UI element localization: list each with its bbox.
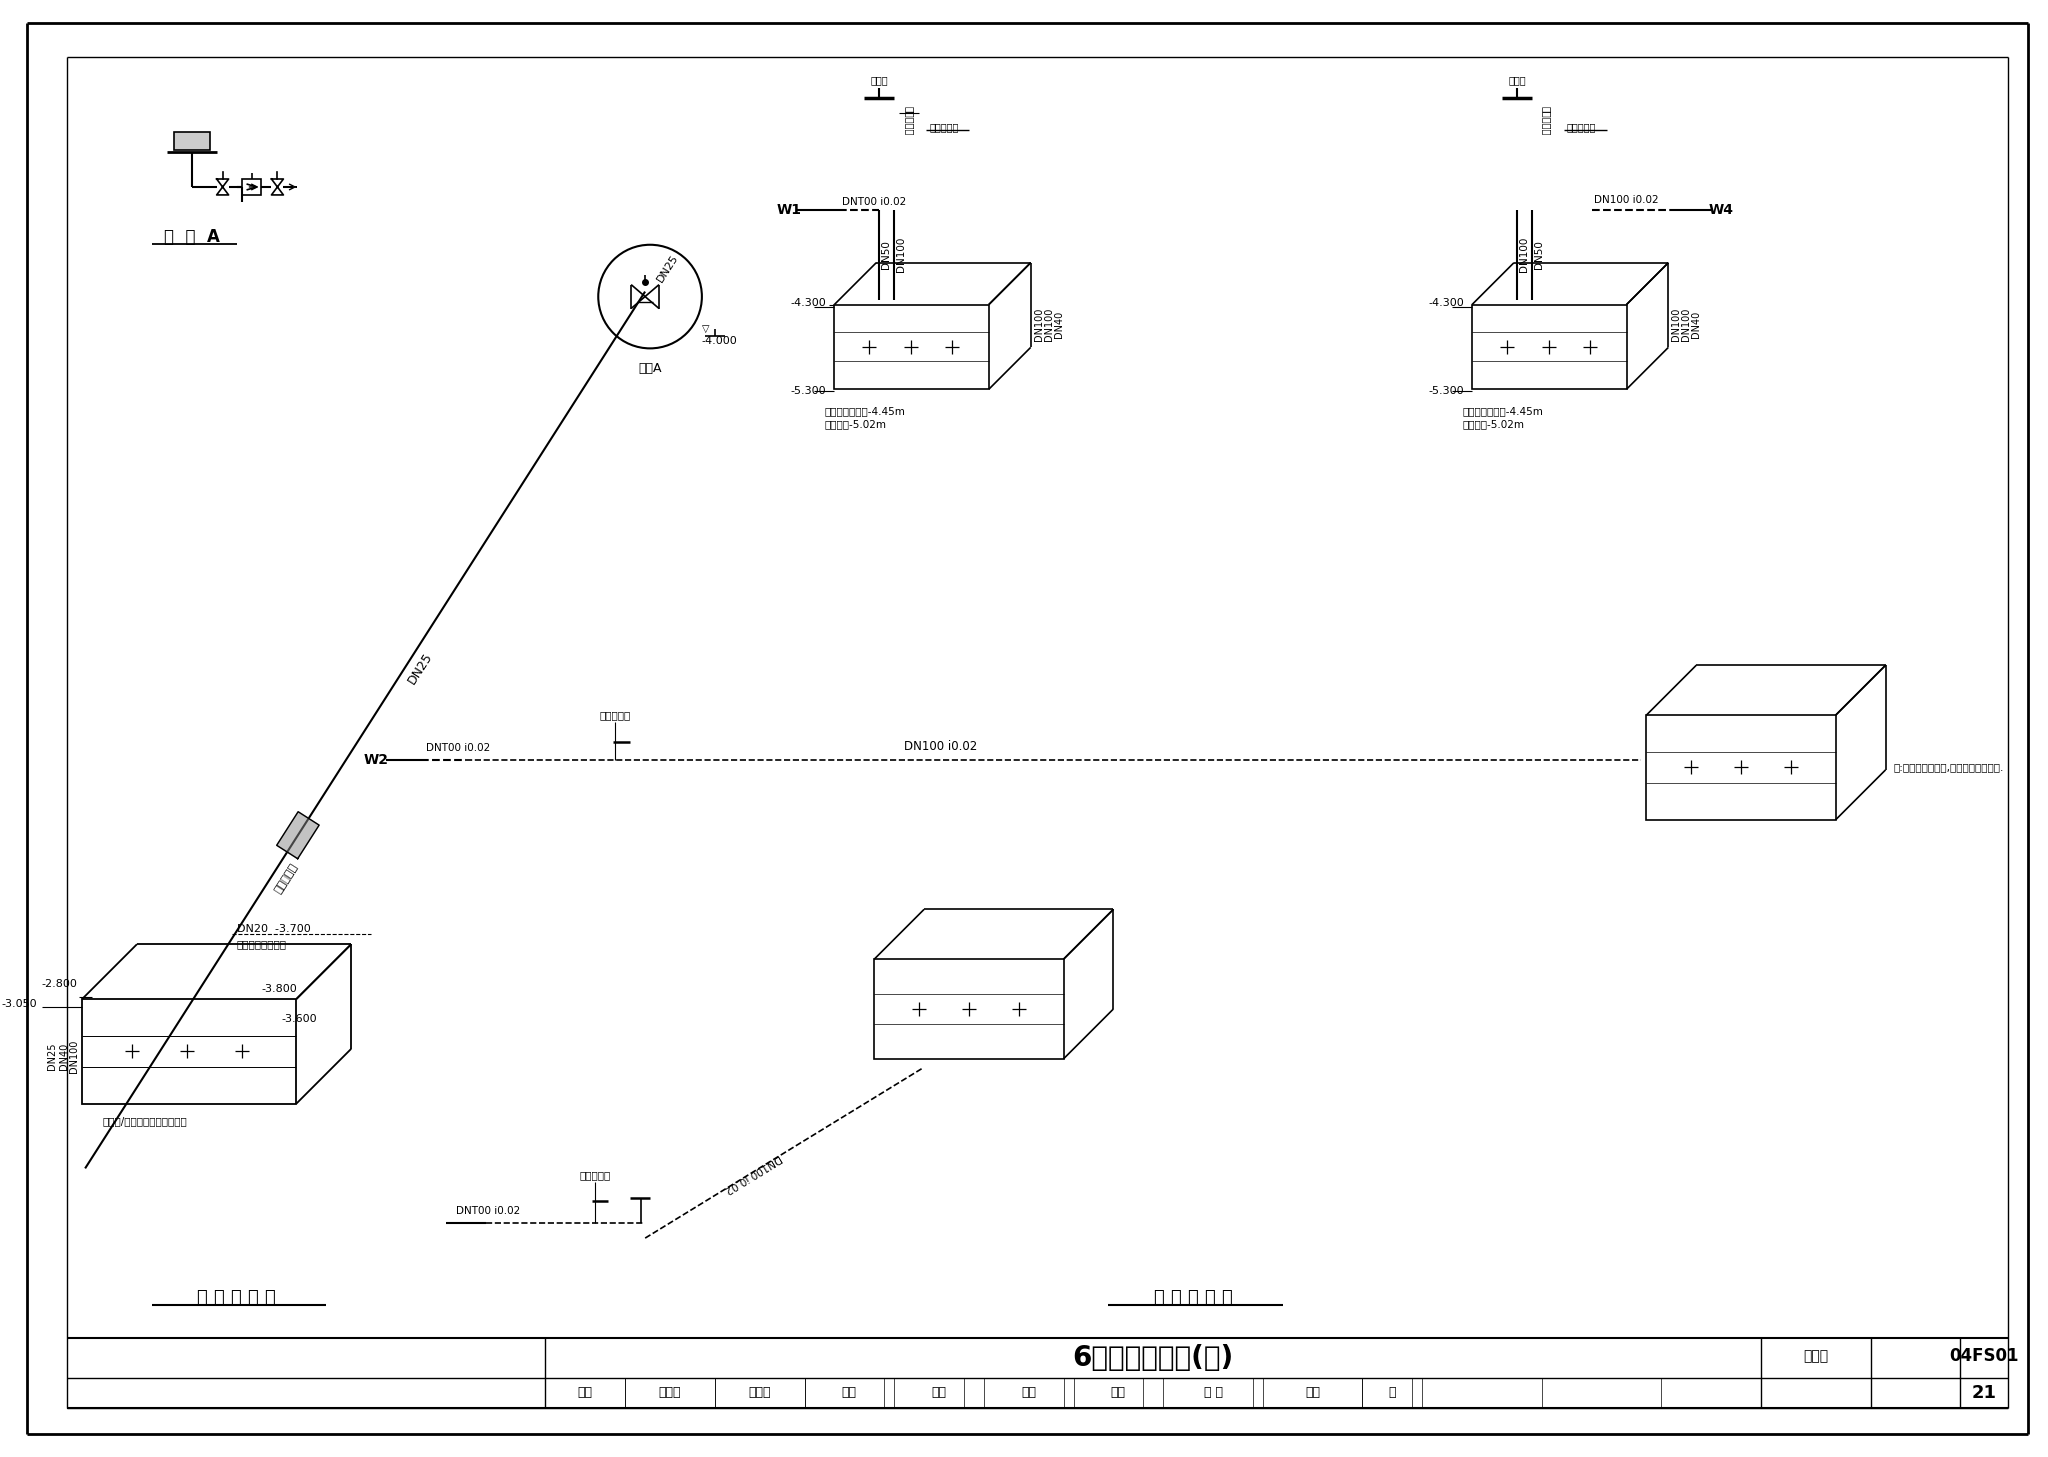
Text: 21: 21 <box>1972 1384 1997 1402</box>
Bar <box>1473 305 1626 389</box>
Text: 郭娜: 郭娜 <box>1022 1386 1036 1399</box>
Text: 6级人防汽车库(三): 6级人防汽车库(三) <box>1073 1343 1233 1371</box>
Text: 自设计确定: 自设计确定 <box>580 1170 610 1180</box>
Text: 校对: 校对 <box>842 1386 856 1399</box>
Text: DN40: DN40 <box>1692 310 1702 338</box>
Text: DN100: DN100 <box>1044 307 1053 341</box>
Text: DN50: DN50 <box>1534 240 1544 270</box>
Text: DN25: DN25 <box>47 1043 57 1069</box>
Text: DN100: DN100 <box>1671 307 1681 341</box>
Text: -5.300: -5.300 <box>791 386 827 396</box>
Text: 仙金夺: 仙金夺 <box>748 1386 770 1399</box>
Bar <box>242 179 262 195</box>
Text: 任 放: 任 放 <box>1204 1386 1223 1399</box>
Text: 停泵水位-5.02m: 停泵水位-5.02m <box>825 420 887 430</box>
Bar <box>174 133 209 150</box>
Text: 设计: 设计 <box>1110 1386 1126 1399</box>
Text: 次管道/郑水槽室污水集水坑内: 次管道/郑水槽室污水集水坑内 <box>102 1116 186 1126</box>
Text: 非生活用水点水管: 非生活用水点水管 <box>238 940 287 949</box>
Text: -4.300: -4.300 <box>791 297 827 307</box>
Text: 排 水 轴 测 图: 排 水 轴 测 图 <box>1153 1289 1233 1307</box>
Text: DN100: DN100 <box>1034 307 1044 341</box>
Text: 仿设: 仿设 <box>1305 1386 1321 1399</box>
Text: 自设计确定: 自设计确定 <box>1542 105 1552 136</box>
Text: DN25: DN25 <box>406 650 434 686</box>
Text: DN100: DN100 <box>897 237 905 272</box>
Text: 自设计确定: 自设计确定 <box>903 105 913 136</box>
Text: -3.800: -3.800 <box>262 983 297 994</box>
Text: 审核: 审核 <box>578 1386 592 1399</box>
Text: 图集号: 图集号 <box>1804 1349 1829 1362</box>
Text: 混凝板: 混凝板 <box>870 76 889 86</box>
Text: W2: W2 <box>365 753 389 766</box>
Bar <box>874 959 1063 1059</box>
Text: 04FS01: 04FS01 <box>1950 1346 2019 1365</box>
Bar <box>834 305 989 389</box>
Text: DN25: DN25 <box>655 254 680 284</box>
Text: -3.050: -3.050 <box>2 1000 37 1010</box>
Text: 自设计确定: 自设计确定 <box>600 710 631 720</box>
Text: W1: W1 <box>776 203 803 217</box>
Bar <box>1647 715 1835 820</box>
Text: 地下室顶板: 地下室顶板 <box>930 122 958 133</box>
Text: 潜水泵启泵水位-4.45m: 潜水泵启泵水位-4.45m <box>825 407 905 417</box>
Text: 白金多: 白金多 <box>659 1386 682 1399</box>
Polygon shape <box>276 812 319 858</box>
Text: DN40: DN40 <box>59 1043 70 1069</box>
Text: DN100 i0.02: DN100 i0.02 <box>903 740 977 753</box>
Text: DN100: DN100 <box>1520 237 1530 272</box>
Text: DNT00 i0.02: DNT00 i0.02 <box>842 197 907 207</box>
Text: -4.300: -4.300 <box>1427 297 1464 307</box>
Text: 注:室外雨水集水池,雨水泵由设计确定.: 注:室外雨水集水池,雨水泵由设计确定. <box>1894 762 2003 772</box>
Text: DN100: DN100 <box>1681 307 1692 341</box>
Text: 混凝板: 混凝板 <box>1507 76 1526 86</box>
Text: DN100 i0.02: DN100 i0.02 <box>723 1152 784 1195</box>
Text: -5.300: -5.300 <box>1430 386 1464 396</box>
Text: ▽: ▽ <box>702 323 709 334</box>
Text: DN100: DN100 <box>70 1040 80 1072</box>
Bar <box>82 1000 297 1103</box>
Text: -3.600: -3.600 <box>281 1014 317 1024</box>
Text: DNT00 i0.02: DNT00 i0.02 <box>426 743 489 753</box>
Text: DN40: DN40 <box>1053 310 1063 338</box>
Text: W4: W4 <box>1708 203 1735 217</box>
Text: -2.800: -2.800 <box>41 979 78 989</box>
Text: DN20  -3.700: DN20 -3.700 <box>238 924 311 934</box>
Text: 潜水泵启泵水位-4.45m: 潜水泵启泵水位-4.45m <box>1462 407 1542 417</box>
Text: 节点A: 节点A <box>639 361 662 374</box>
Text: 页: 页 <box>1389 1386 1397 1399</box>
Text: 停泵水位-5.02m: 停泵水位-5.02m <box>1462 420 1524 430</box>
Text: DNT00 i0.02: DNT00 i0.02 <box>457 1206 520 1217</box>
Text: 节  点  A: 节 点 A <box>164 227 219 246</box>
Text: 给 水 轴 测 图: 给 水 轴 测 图 <box>197 1289 276 1307</box>
Text: 郭娜: 郭娜 <box>932 1386 946 1399</box>
Text: -4.000: -4.000 <box>702 337 737 347</box>
Text: DN100 i0.02: DN100 i0.02 <box>1593 195 1659 205</box>
Text: 直设计确定: 直设计确定 <box>272 863 299 896</box>
Text: 地下室顶板: 地下室顶板 <box>1567 122 1595 133</box>
Text: DN50: DN50 <box>881 240 891 270</box>
